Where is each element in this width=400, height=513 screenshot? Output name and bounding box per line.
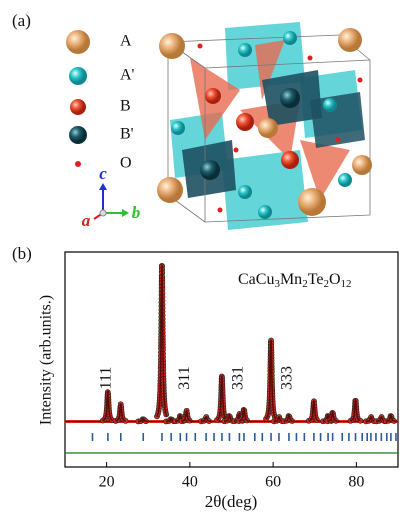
atom bbox=[258, 205, 272, 219]
peak-label: 111 bbox=[98, 367, 115, 390]
arrow-head bbox=[122, 209, 129, 217]
atom bbox=[338, 28, 362, 52]
axis-triad: c a b bbox=[82, 164, 141, 230]
axis-label: a bbox=[82, 211, 91, 230]
legend-label: A' bbox=[120, 67, 135, 84]
legend: A A' B B' O bbox=[66, 30, 135, 172]
figure: (a) A A' B B' O c a b bbox=[0, 0, 400, 513]
atom bbox=[283, 31, 297, 45]
atom bbox=[308, 56, 313, 61]
atom bbox=[323, 98, 337, 112]
legend-label: B' bbox=[120, 126, 134, 143]
atom bbox=[338, 173, 352, 187]
atom bbox=[159, 33, 185, 59]
atom bbox=[218, 208, 223, 213]
y-axis-label: Intensity (arb.units.) bbox=[38, 295, 55, 425]
atom bbox=[280, 88, 300, 108]
axis-label: c bbox=[99, 164, 107, 183]
x-tick-label: 60 bbox=[265, 474, 281, 491]
atom bbox=[352, 155, 372, 175]
crystal-structure bbox=[157, 22, 372, 230]
origin bbox=[100, 210, 106, 216]
panel-label: (a) bbox=[12, 11, 31, 30]
legend-label: B bbox=[120, 98, 131, 115]
peak-label: 333 bbox=[279, 366, 296, 390]
legend-label: A bbox=[120, 33, 132, 50]
x-tick-label: 80 bbox=[348, 474, 364, 491]
atom bbox=[200, 160, 220, 180]
arrow-head bbox=[99, 183, 107, 190]
atom bbox=[336, 138, 341, 143]
atom bbox=[281, 151, 299, 169]
legend-swatch bbox=[69, 67, 87, 85]
atom bbox=[198, 44, 203, 49]
x-axis-label: 2θ(deg) bbox=[205, 492, 258, 511]
x-tick-label: 40 bbox=[182, 474, 198, 491]
legend-swatch bbox=[75, 161, 81, 167]
atom bbox=[171, 121, 185, 135]
peak-label: 331 bbox=[229, 366, 246, 390]
panel-label: (b) bbox=[12, 244, 32, 263]
atom bbox=[236, 113, 254, 131]
atom bbox=[258, 118, 278, 138]
atom bbox=[157, 177, 183, 203]
legend-swatch bbox=[69, 126, 87, 144]
legend-label: O bbox=[120, 155, 132, 172]
peak-label: 311 bbox=[176, 366, 193, 389]
atom bbox=[298, 188, 326, 216]
axis-label: b bbox=[132, 203, 141, 222]
atom bbox=[238, 43, 252, 57]
formula: CaCu3Mn2Te2O12 bbox=[238, 271, 352, 290]
legend-swatch bbox=[66, 30, 90, 54]
atom bbox=[234, 148, 239, 153]
x-tick-label: 20 bbox=[99, 474, 115, 491]
atom bbox=[238, 185, 252, 199]
legend-swatch bbox=[70, 99, 86, 115]
atom bbox=[358, 78, 363, 83]
atom bbox=[205, 88, 221, 104]
